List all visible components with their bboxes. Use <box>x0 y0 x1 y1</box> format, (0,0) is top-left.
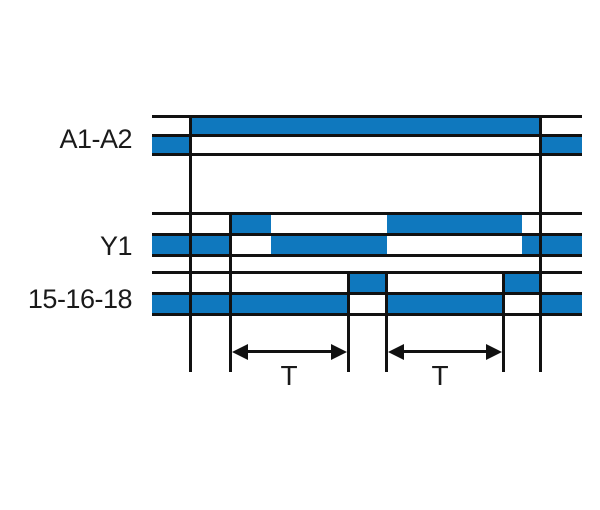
arrowhead-right-icon <box>331 344 347 360</box>
time-interval-arrow <box>232 344 347 360</box>
edge-marker-line <box>539 115 542 372</box>
signal-off-segment <box>387 292 503 316</box>
signal-off-segment <box>540 134 582 156</box>
rail-line <box>152 233 582 236</box>
edge-marker-line <box>229 212 232 372</box>
rail-line <box>152 254 582 257</box>
rail-line <box>152 153 582 156</box>
arrowhead-left-icon <box>388 344 404 360</box>
row-label: Y1 <box>99 231 133 261</box>
rail-line <box>152 134 582 137</box>
row-label: A1-A2 <box>59 124 132 154</box>
arrow-shaft <box>244 350 335 353</box>
time-interval-label: T <box>280 360 298 391</box>
time-interval-label: T <box>431 360 449 391</box>
signal-off-segment <box>522 233 582 257</box>
rail-line <box>152 292 582 295</box>
arrowhead-right-icon <box>486 344 502 360</box>
arrow-shaft <box>400 350 490 353</box>
time-interval-arrow <box>388 344 502 360</box>
signal-off-segment <box>540 292 582 316</box>
rail-line <box>152 271 582 274</box>
rail-line <box>152 115 582 118</box>
arrowhead-left-icon <box>232 344 248 360</box>
rail-line <box>152 212 582 215</box>
rail-line <box>152 313 582 316</box>
edge-marker-line <box>502 271 505 372</box>
signal-on-segment <box>348 271 387 295</box>
signal-off-segment <box>271 233 387 257</box>
edge-marker-line <box>189 115 192 372</box>
signal-on-segment <box>503 271 540 295</box>
signal-on-segment <box>230 212 271 236</box>
signal-off-segment <box>152 292 348 316</box>
edge-marker-line <box>385 271 388 372</box>
signal-off-segment <box>152 134 191 156</box>
signal-on-segment <box>387 212 522 236</box>
edge-marker-line <box>347 271 350 372</box>
row-label: 15-16-18 <box>27 284 133 314</box>
signal-on-segment <box>191 115 540 137</box>
